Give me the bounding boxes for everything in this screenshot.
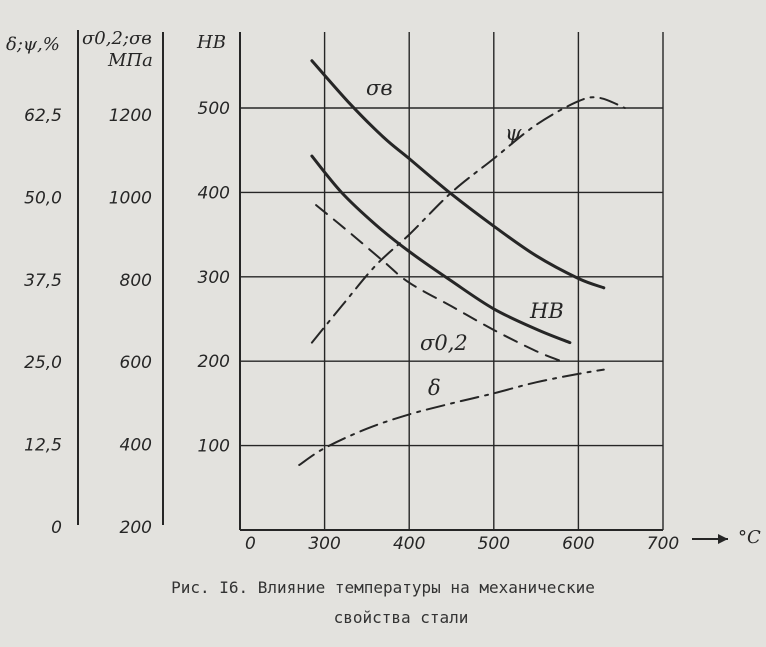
temperature-tick-label-1: 400 xyxy=(393,534,425,554)
temperature-axis-title: °C xyxy=(738,527,761,548)
series-line-delta xyxy=(298,368,605,466)
plasticity-axis-title: δ;ψ,% xyxy=(6,34,60,55)
strength-tick-label-2: 600 xyxy=(120,353,152,373)
strength-axis-unit: МПа xyxy=(107,50,153,71)
plasticity-tick-label-4: 50,0 xyxy=(24,188,62,208)
series-line-hb xyxy=(310,154,572,345)
temperature-origin-label: 0 xyxy=(245,534,256,554)
strength-tick-label-3: 800 xyxy=(120,271,152,291)
plasticity-tick-label-5: 62,5 xyxy=(24,106,62,126)
series-line-sigma-02 xyxy=(315,204,563,363)
series-lines xyxy=(298,59,626,466)
strength-tick-label-5: 1200 xyxy=(109,106,152,126)
series-label-psi: ψ xyxy=(505,121,522,145)
temperature-tick-label-4: 700 xyxy=(647,534,679,554)
hb-tick-label-4: 500 xyxy=(198,99,230,119)
axis-lines xyxy=(77,30,728,544)
series-line-sigma-b xyxy=(310,59,606,290)
plasticity-tick-label-1: 12,5 xyxy=(24,436,62,456)
tick-labels: 100 200 300 400 500 300 400 500 600 700 200 400 600 8… xyxy=(24,99,679,554)
plasticity-tick-label-2: 25,0 xyxy=(24,353,62,373)
series-line-psi xyxy=(310,96,626,344)
figure-caption-line-2: свойства стали xyxy=(333,608,469,627)
series-label-delta: δ xyxy=(428,376,441,400)
strength-tick-label-4: 1000 xyxy=(109,188,152,208)
grid xyxy=(240,32,664,530)
strength-axis-title: σ0,2;σв xyxy=(82,28,152,49)
strength-tick-label-0: 200 xyxy=(120,518,152,538)
temperature-tick-label-0: 300 xyxy=(308,534,340,554)
hb-tick-label-1: 200 xyxy=(198,352,230,372)
hb-axis-title: НВ xyxy=(196,32,226,53)
series-label-sigma-b: σв xyxy=(366,76,393,100)
series-label-hb: НВ xyxy=(529,299,564,323)
temperature-arrow-head xyxy=(718,534,728,544)
temperature-tick-label-2: 500 xyxy=(478,534,510,554)
series-label-sigma-02: σ0,2 xyxy=(420,331,468,355)
hb-tick-label-0: 100 xyxy=(198,437,230,457)
figure-caption-line-1: Рис. I6. Влияние температуры на механиче… xyxy=(171,578,595,597)
plasticity-tick-label-0: 0 xyxy=(51,518,62,538)
plasticity-tick-label-3: 37,5 xyxy=(24,271,62,291)
strength-tick-label-1: 400 xyxy=(120,436,152,456)
hb-tick-label-2: 300 xyxy=(198,268,230,288)
temperature-tick-label-3: 600 xyxy=(562,534,594,554)
hb-tick-label-3: 400 xyxy=(198,183,230,203)
